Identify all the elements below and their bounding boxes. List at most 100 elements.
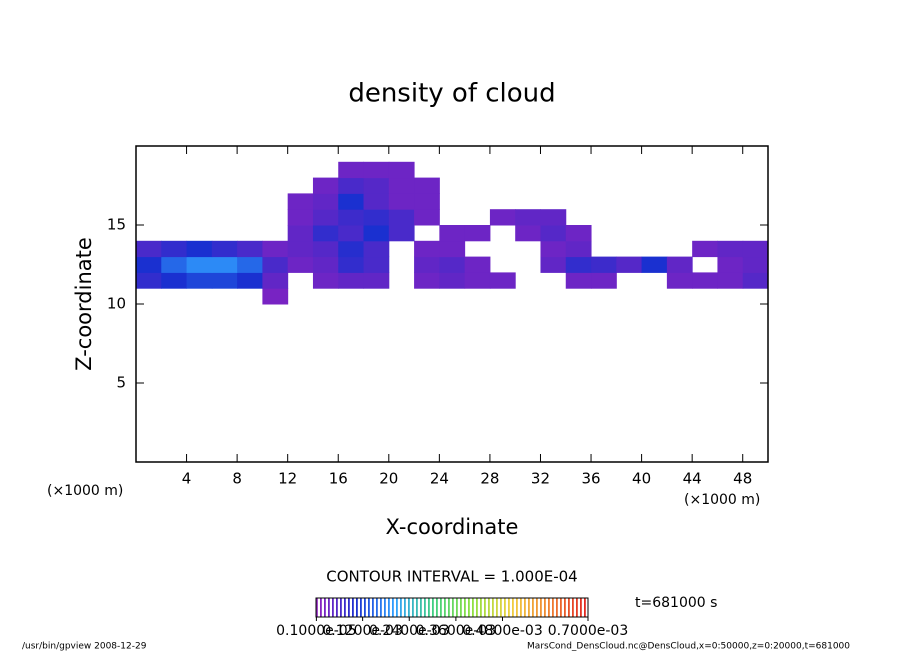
density-cell (439, 240, 466, 258)
density-cell (591, 272, 617, 289)
density-cell (717, 240, 744, 258)
colorbar-swatch (352, 598, 354, 617)
density-cell (540, 225, 567, 242)
colorbar-swatch (560, 598, 562, 617)
colorbar-swatch (564, 598, 566, 617)
colorbar-swatch (436, 598, 438, 617)
density-cell (666, 272, 693, 289)
colorbar-swatch (460, 598, 462, 617)
density-cell (211, 240, 238, 258)
density-cell (136, 272, 162, 289)
x-tick-label: 12 (278, 470, 297, 488)
density-cell (692, 272, 718, 289)
colorbar-tick-label: 0.1000e-05 (276, 623, 356, 639)
colorbar-swatch (420, 598, 422, 617)
colorbar-swatch (408, 598, 410, 617)
density-cell (439, 225, 466, 242)
x-tick-label: 20 (379, 470, 398, 488)
density-cell (262, 256, 289, 273)
density-cell (414, 177, 440, 194)
colorbar-swatch (324, 598, 326, 617)
x-unit: (×1000 m) (684, 492, 760, 508)
density-cell (312, 272, 339, 289)
colorbar-swatch (364, 598, 366, 617)
density-cell (338, 272, 365, 289)
colorbar-swatch (528, 598, 530, 617)
density-cell (464, 256, 491, 273)
density-cell (464, 225, 491, 242)
x-tick-label: 8 (232, 470, 242, 488)
x-tick-label: 24 (430, 470, 449, 488)
chart-title: density of cloud (348, 79, 555, 109)
density-cell (338, 161, 365, 179)
colorbar-swatch (332, 598, 334, 617)
density-cell (742, 240, 769, 258)
density-cell (515, 209, 541, 226)
colorbar-swatch (424, 598, 426, 617)
density-cell (338, 177, 365, 194)
density-cell (312, 256, 339, 273)
density-cell (338, 193, 365, 210)
density-cell (489, 209, 516, 226)
colorbar-swatch (488, 598, 490, 617)
colorbar-tick-label: 0.1200e-03 (322, 623, 402, 639)
density-cell (414, 240, 440, 258)
footer-left: /usr/bin/gpview 2008-12-29 (22, 642, 147, 652)
density-cell (287, 193, 314, 210)
density-cell (565, 240, 592, 258)
density-cell (287, 225, 314, 242)
density-cell (312, 193, 339, 210)
density-cell (565, 225, 592, 242)
density-cell (312, 225, 339, 242)
density-cell (489, 272, 516, 289)
density-cell (136, 256, 162, 273)
colorbar-swatch (484, 598, 486, 617)
density-cell (312, 209, 339, 226)
x-tick-label: 40 (632, 470, 651, 488)
colorbar-swatch (440, 598, 442, 617)
x-tick-label: 4 (182, 470, 192, 488)
density-cell (388, 177, 415, 194)
density-cell (186, 272, 213, 289)
x-axis-label: X-coordinate (386, 515, 519, 539)
density-cell (414, 209, 440, 226)
footer-right: MarsCond_DensCloud.nc@DensCloud,x=0:5000… (527, 642, 850, 652)
colorbar-swatch (456, 598, 458, 617)
colorbar-swatch (500, 598, 502, 617)
y-axis-label: Z-coordinate (72, 237, 96, 371)
density-cell (742, 256, 769, 273)
colorbar-swatch (384, 598, 386, 617)
density-cell (388, 209, 415, 226)
colorbar-swatch (496, 598, 498, 617)
colorbar-swatch (464, 598, 466, 617)
density-cell (515, 225, 541, 242)
density-cell (186, 256, 213, 273)
y-tick-label: 5 (116, 374, 126, 392)
colorbar-swatch (468, 598, 470, 617)
colorbar-frame (315, 597, 589, 618)
density-cell (338, 225, 365, 242)
colorbar-swatch (348, 598, 350, 617)
colorbar-swatch (580, 598, 582, 617)
density-cell (237, 272, 263, 289)
colorbar-swatch (328, 598, 330, 617)
colorbar-swatch (472, 598, 474, 617)
density-cell (540, 240, 567, 258)
density-cell (388, 161, 415, 179)
colorbar-swatch (320, 598, 322, 617)
density-cell (565, 272, 592, 289)
colorbar-swatch (504, 598, 506, 617)
density-cell (591, 256, 617, 273)
density-cell (439, 256, 466, 273)
colorbar-swatch (368, 598, 370, 617)
plot-frame (135, 145, 769, 463)
density-cell (540, 256, 567, 273)
density-cell (540, 209, 567, 226)
colorbar-swatch (336, 598, 338, 617)
colorbar-swatch (360, 598, 362, 617)
colorbar-swatch (392, 598, 394, 617)
colorbar-swatch (432, 598, 434, 617)
x-tick-label: 48 (733, 470, 752, 488)
density-cell (161, 240, 188, 258)
colorbar-swatch (344, 598, 346, 617)
